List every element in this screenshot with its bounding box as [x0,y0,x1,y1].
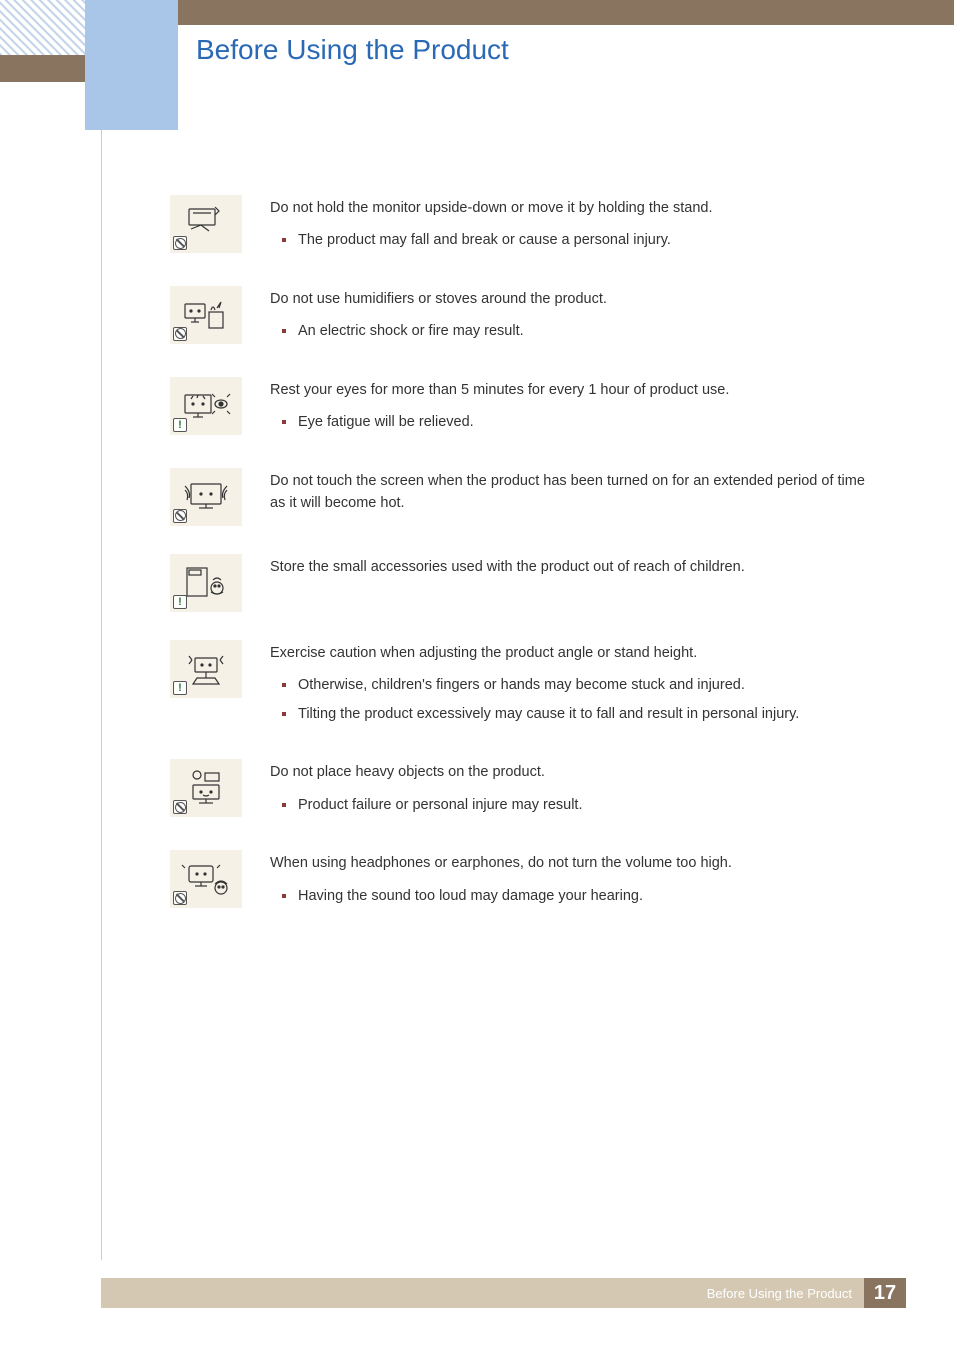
warning-sub-text: Eye fatigue will be relieved. [298,411,884,433]
warning-item: Exercise caution when adjusting the prod… [170,640,884,731]
warning-main-text: Do not hold the monitor upside-down or m… [270,197,884,219]
warning-item: Do not hold the monitor upside-down or m… [170,195,884,258]
warning-pictogram-upside-down [170,195,242,253]
warning-sub-text: The product may fall and break or cause … [298,229,884,251]
content-area: Do not hold the monitor upside-down or m… [170,195,884,941]
page-number-box: 17 [864,1278,906,1308]
info-icon [173,595,187,609]
warning-main-text: Do not touch the screen when the product… [270,470,884,515]
warning-main-text: Rest your eyes for more than 5 minutes f… [270,379,884,401]
warning-sub-text: Tilting the product excessively may caus… [298,703,884,725]
warning-main-text: Do not use humidifiers or stoves around … [270,288,884,310]
warning-pictogram-accessories [170,554,242,612]
warning-item: Do not use humidifiers or stoves around … [170,286,884,349]
corner-hatch [0,0,85,55]
warning-item: Rest your eyes for more than 5 minutes f… [170,377,884,440]
warning-item: Do not touch the screen when the product… [170,468,884,526]
warning-sub-text: Otherwise, children's fingers or hands m… [298,674,884,696]
warning-main-text: Do not place heavy objects on the produc… [270,761,884,783]
warning-sub-text: Having the sound too loud may damage you… [298,885,884,907]
warning-main-text: When using headphones or earphones, do n… [270,852,884,874]
info-icon [173,418,187,432]
left-margin-rule [101,130,102,1260]
blue-tab-block [85,0,178,130]
info-icon [173,681,187,695]
prohibit-icon [173,236,187,250]
prohibit-icon [173,509,187,523]
warning-sub-text: Product failure or personal injure may r… [298,794,884,816]
prohibit-icon [173,327,187,341]
page-title: Before Using the Product [196,34,509,66]
warning-sub-text: An electric shock or fire may result. [298,320,884,342]
warning-main-text: Store the small accessories used with th… [270,556,884,578]
prohibit-icon [173,891,187,905]
warning-pictogram-headphones [170,850,242,908]
warning-item: When using headphones or earphones, do n… [170,850,884,913]
footer-section-label: Before Using the Product [707,1286,852,1301]
warning-item: Do not place heavy objects on the produc… [170,759,884,822]
warning-pictogram-angle [170,640,242,698]
page-number: 17 [874,1282,896,1305]
warning-pictogram-eye-rest [170,377,242,435]
footer-bar: Before Using the Product 17 [101,1278,906,1308]
warning-icon-cell [170,195,242,253]
warning-item: Store the small accessories used with th… [170,554,884,612]
prohibit-icon [173,800,187,814]
warning-pictogram-humidifier [170,286,242,344]
warning-pictogram-hot-screen [170,468,242,526]
warning-main-text: Exercise caution when adjusting the prod… [270,642,884,664]
warning-pictogram-heavy [170,759,242,817]
